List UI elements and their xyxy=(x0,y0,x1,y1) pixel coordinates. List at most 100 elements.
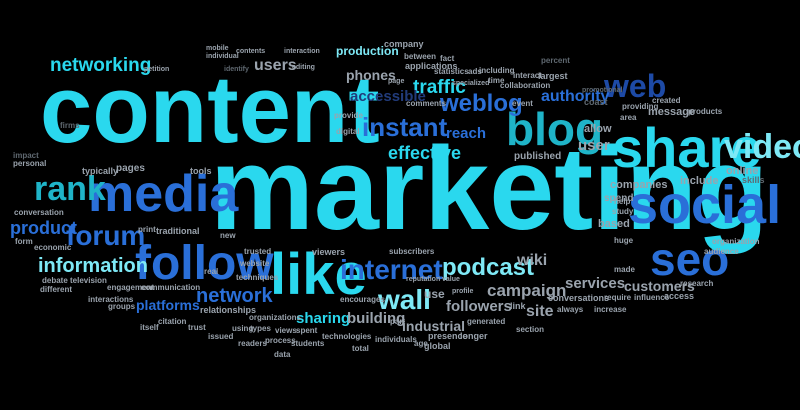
word-interact: interact xyxy=(513,71,542,80)
word-website: website xyxy=(240,259,270,268)
word-share: share xyxy=(612,116,762,179)
word-generated: generated xyxy=(467,317,506,326)
word-collaboration: collaboration xyxy=(500,81,551,90)
word-including: including xyxy=(479,66,515,75)
word-typically: typically xyxy=(82,166,119,176)
word-new: new xyxy=(220,231,236,240)
word-engagement: engagement xyxy=(107,283,155,292)
word-provide: provide xyxy=(334,111,363,120)
word-customers: customers xyxy=(624,278,695,294)
word-trusted: trusted xyxy=(244,247,272,256)
word-followers: followers xyxy=(446,298,512,315)
word-huge: huge xyxy=(614,236,634,245)
word-seo: seo xyxy=(650,233,730,285)
word-data: data xyxy=(274,350,291,359)
word-applications: applications xyxy=(405,61,458,71)
word-blog: blog xyxy=(506,103,604,155)
word-weblog: weblog xyxy=(440,90,523,117)
word-section: section xyxy=(516,325,545,334)
word-total: total xyxy=(352,344,369,353)
word-always: always xyxy=(557,305,584,314)
word-page: page xyxy=(388,78,405,85)
word-debate: debate xyxy=(42,276,68,285)
word-product: product xyxy=(10,218,77,238)
word-wiki: wiki xyxy=(517,252,548,269)
word-authority: authority xyxy=(541,88,610,105)
word-groups: groups xyxy=(108,302,136,311)
word-reach: reach xyxy=(446,125,487,142)
word-production: production xyxy=(336,44,399,58)
word-effective: effective xyxy=(388,143,462,163)
word-interactions: interactions xyxy=(88,295,134,304)
word-network: network xyxy=(196,285,273,307)
word-access: access xyxy=(664,291,695,301)
word-largest: largest xyxy=(538,71,568,81)
word-video: video xyxy=(724,128,800,166)
word-event: event xyxy=(512,99,533,108)
word-marketing: marketing xyxy=(210,123,769,255)
word-technologies: technologies xyxy=(322,332,372,341)
word-print: print xyxy=(138,225,156,234)
word-industrial: industrial xyxy=(402,318,466,334)
word-accessible: accessible xyxy=(350,88,426,105)
word-process: process xyxy=(265,336,296,345)
word-include: include xyxy=(680,175,719,187)
word-allow: allow xyxy=(584,123,612,135)
word-providing: providing xyxy=(622,102,659,111)
word-require: require xyxy=(604,293,632,302)
word-readers: readers xyxy=(238,339,267,348)
word-between: between xyxy=(404,52,437,61)
word-viewers: viewers xyxy=(312,247,346,257)
word-conversation: conversation xyxy=(14,208,64,217)
word-organizations: organizations xyxy=(249,313,302,322)
word-site: site xyxy=(526,303,554,320)
word-media: media xyxy=(88,165,239,223)
word-traditional: traditional xyxy=(156,226,200,236)
word-specialized: specialized xyxy=(452,80,490,87)
word-instant: instant xyxy=(362,112,448,142)
word-different: different xyxy=(40,285,72,294)
word-made: made xyxy=(614,265,635,274)
word-products: products xyxy=(688,107,723,116)
word-comments: comments xyxy=(406,99,447,108)
word-companies: companies xyxy=(610,179,668,191)
word-link: link xyxy=(510,301,526,311)
word-spent: spent xyxy=(296,326,318,335)
word-communication: communication xyxy=(141,283,201,292)
word-pages: pages xyxy=(116,163,145,174)
word-like: like xyxy=(270,242,367,307)
word-age: age xyxy=(414,339,428,348)
word-networking: networking xyxy=(50,55,152,76)
word-profile: profile xyxy=(452,288,474,295)
word-use: use xyxy=(424,287,445,301)
word-individuals: individuals xyxy=(375,335,417,344)
word-identify: identify xyxy=(224,66,249,73)
word-sharing: sharing xyxy=(296,310,351,327)
word-skills: skills xyxy=(742,175,765,185)
word-rank: rank xyxy=(34,170,106,208)
word-interaction: interaction xyxy=(284,48,320,55)
word-presence: presence xyxy=(428,331,468,341)
word-value: value xyxy=(442,276,460,283)
word-wall: wall xyxy=(378,284,431,315)
word-information: information xyxy=(38,255,148,277)
word-individual: individual xyxy=(206,53,239,60)
word-form: form xyxy=(15,237,33,246)
word-forum: forum xyxy=(66,220,146,251)
word-part: part xyxy=(390,317,406,326)
word-users: users xyxy=(254,57,297,74)
word-contents: contents xyxy=(236,48,266,55)
word-issued: issued xyxy=(208,332,234,341)
word-reputation: reputation xyxy=(406,276,441,283)
word-trust: trust xyxy=(188,323,206,332)
word-help: help xyxy=(614,197,631,206)
word-impact: impact xyxy=(13,151,39,160)
word-internet: internet xyxy=(340,254,443,285)
word-web: web xyxy=(604,68,667,104)
word-traffic: traffic xyxy=(413,77,466,98)
word-subscribers: subscribers xyxy=(389,247,435,256)
word-building: building xyxy=(347,310,406,327)
word-statistics: statistics xyxy=(434,67,469,76)
word-longer: longer xyxy=(460,331,488,341)
